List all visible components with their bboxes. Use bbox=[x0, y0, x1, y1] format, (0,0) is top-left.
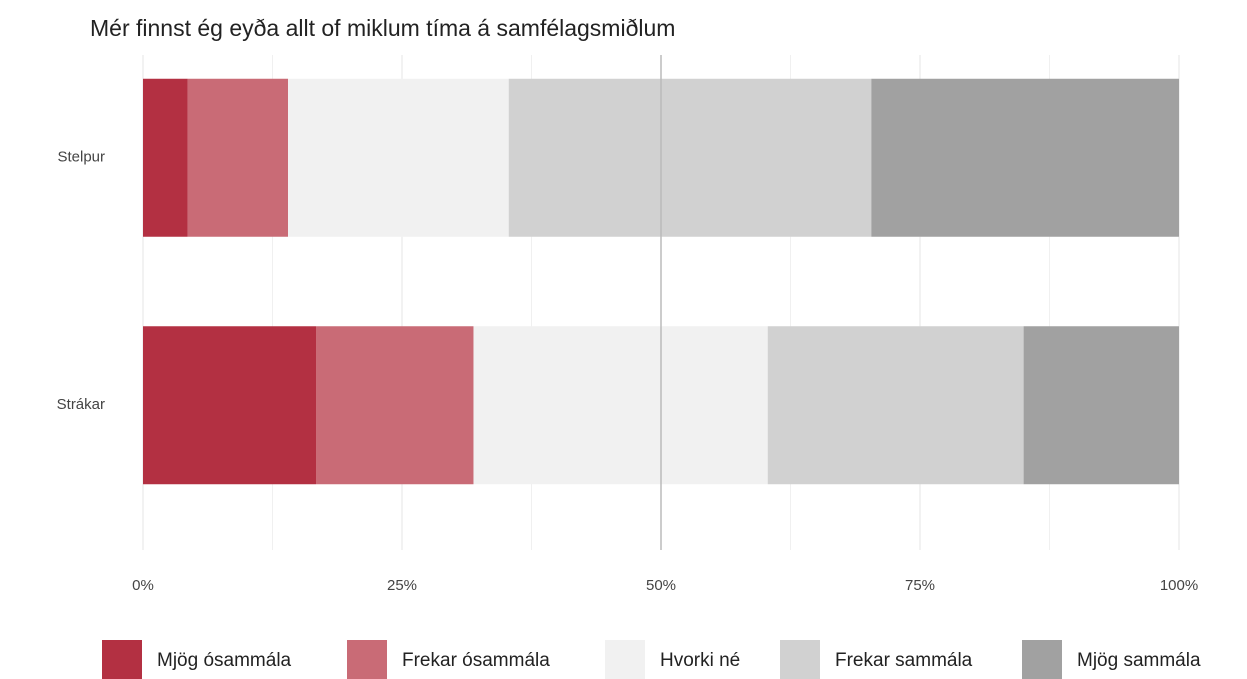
bar-segment bbox=[143, 78, 188, 237]
bar-segment bbox=[871, 78, 1179, 237]
legend-swatch bbox=[102, 640, 142, 679]
bar-segment bbox=[316, 326, 474, 485]
legend-label: Mjög sammála bbox=[1077, 650, 1201, 671]
legend-label: Mjög ósammála bbox=[157, 650, 292, 671]
legend-label: Frekar sammála bbox=[835, 650, 973, 671]
legend-label: Frekar ósammála bbox=[402, 650, 550, 671]
legend-swatch bbox=[347, 640, 387, 679]
x-tick-label: 0% bbox=[132, 577, 154, 594]
chart-title: Mér finnst ég eyða allt of miklum tíma á… bbox=[90, 15, 675, 41]
bar-segment bbox=[288, 78, 509, 237]
x-tick-label: 75% bbox=[905, 577, 935, 594]
legend-swatch bbox=[780, 640, 820, 679]
bar-segment bbox=[143, 326, 317, 485]
bar-segment bbox=[1023, 326, 1179, 485]
x-tick-label: 100% bbox=[1160, 577, 1198, 594]
legend-label: Hvorki né bbox=[660, 650, 740, 671]
bar-segment bbox=[187, 78, 289, 237]
legend-swatch bbox=[1022, 640, 1062, 679]
y-tick-label: Stelpur bbox=[57, 149, 105, 166]
x-tick-label: 50% bbox=[646, 577, 676, 594]
y-tick-label: Strákar bbox=[57, 396, 105, 413]
bar-segment bbox=[767, 326, 1024, 485]
bar-segment bbox=[473, 326, 768, 485]
legend-swatch bbox=[605, 640, 645, 679]
x-tick-label: 25% bbox=[387, 577, 417, 594]
bar-segment bbox=[508, 78, 872, 237]
